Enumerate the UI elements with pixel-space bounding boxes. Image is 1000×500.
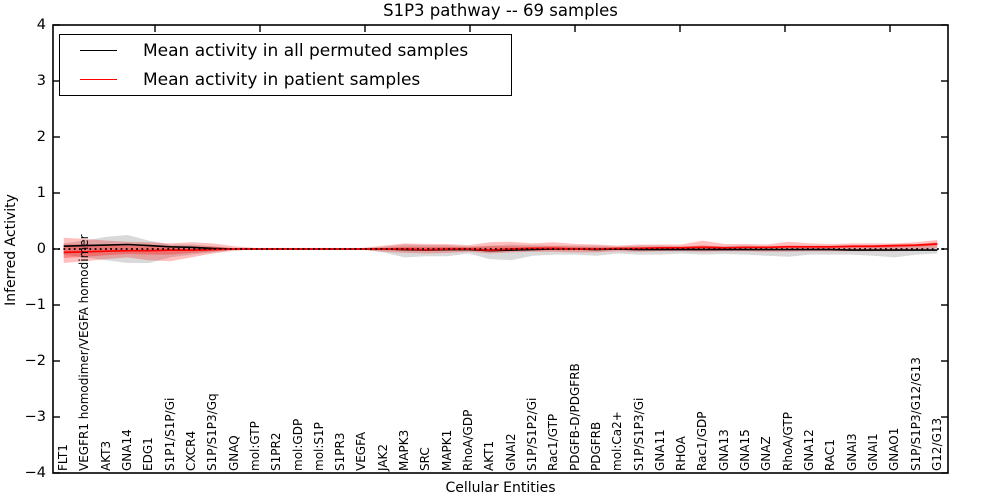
x-entity-label: GNAI3 [844, 433, 859, 471]
x-entity-label: AKT1 [482, 440, 497, 471]
y-tick-label: 4 [36, 17, 46, 33]
x-entity-label: S1P1/S1P/Gi [162, 397, 177, 471]
x-entity-label: S1P/S1P3/G12/G13 [908, 357, 923, 471]
x-entity-label: GNA15 [738, 429, 753, 471]
x-axis-label: Cellular Entities [445, 480, 556, 496]
x-entity-label: mol:GDP [290, 418, 305, 471]
x-entity-label: MAPK1 [439, 429, 454, 471]
x-entity-label: mol:Ca2+ [610, 411, 625, 471]
y-tick-label: −3 [24, 409, 46, 425]
legend-item: Mean activity in patient samples [60, 65, 511, 94]
x-entity-label: MAPK3 [397, 429, 412, 471]
y-tick-label: −4 [24, 465, 46, 481]
x-entity-label: VEGFA [354, 431, 369, 471]
x-entity-label: RHOA [674, 436, 689, 471]
x-entity-label: mol:GTP [247, 421, 262, 471]
x-entity-label: RhoA/GDP [461, 409, 476, 471]
x-entity-label: S1P/S1P2/Gi [524, 397, 539, 471]
x-entity-label: PDGFRB [588, 421, 603, 471]
y-tick-label: −1 [24, 297, 46, 313]
x-entity-label: SRC [418, 447, 433, 471]
x-entity-label: RhoA/GTP [780, 412, 795, 471]
x-entity-label: GNAI2 [503, 433, 518, 471]
legend-line-sample [80, 79, 117, 80]
x-entity-label: G12/G13 [929, 417, 944, 471]
x-entity-label: S1P/S1P3/Gi [631, 397, 646, 471]
x-entity-label: GNA11 [652, 429, 667, 471]
x-entity-label: FLT1 [56, 444, 71, 471]
x-entity-label: GNAZ [759, 436, 774, 471]
x-entity-label: S1PR3 [333, 432, 348, 471]
x-entity-label: S1PR2 [269, 432, 284, 471]
y-tick-label: 2 [36, 129, 46, 145]
legend: Mean activity in all permuted samples Mea… [59, 34, 512, 96]
x-entity-label: PDGFB-D/PDGFRB [567, 363, 582, 471]
x-entity-label: GNA13 [716, 429, 731, 471]
y-tick-label: 1 [36, 185, 46, 201]
x-entity-label: Rac1/GDP [695, 411, 710, 471]
legend-line-sample [80, 50, 117, 51]
x-entity-label: Rac1/GTP [546, 413, 561, 471]
x-entity-label: RAC1 [823, 439, 838, 471]
x-entity-label: JAK2 [375, 443, 390, 471]
y-tick-label: −2 [24, 353, 46, 369]
x-entity-label: CXCR4 [184, 430, 198, 471]
x-entity-label: S1P/S1P3/Gq [205, 393, 220, 471]
x-entity-label: GNA12 [801, 429, 816, 471]
x-entity-label: VEGFR1 homodimer/VEGFA homodimer [77, 234, 92, 471]
y-tick-label: 0 [36, 241, 46, 257]
x-entity-label: AKT3 [98, 440, 113, 471]
x-entity-label: EDG1 [141, 437, 156, 471]
legend-item-label: Mean activity in all permuted samples [143, 40, 469, 61]
y-tick-label: 3 [36, 73, 46, 89]
x-entity-label: mol:S1P [311, 422, 326, 471]
legend-item-label: Mean activity in patient samples [143, 69, 421, 90]
x-entity-label: GNAQ [226, 435, 241, 471]
chart-title: S1P3 pathway -- 69 samples [383, 1, 618, 20]
x-entity-label: GNAI1 [865, 433, 880, 471]
x-entity-label: GNA14 [120, 429, 135, 471]
x-entity-label: GNAO1 [887, 427, 902, 471]
legend-item: Mean activity in all permuted samples [60, 36, 511, 65]
